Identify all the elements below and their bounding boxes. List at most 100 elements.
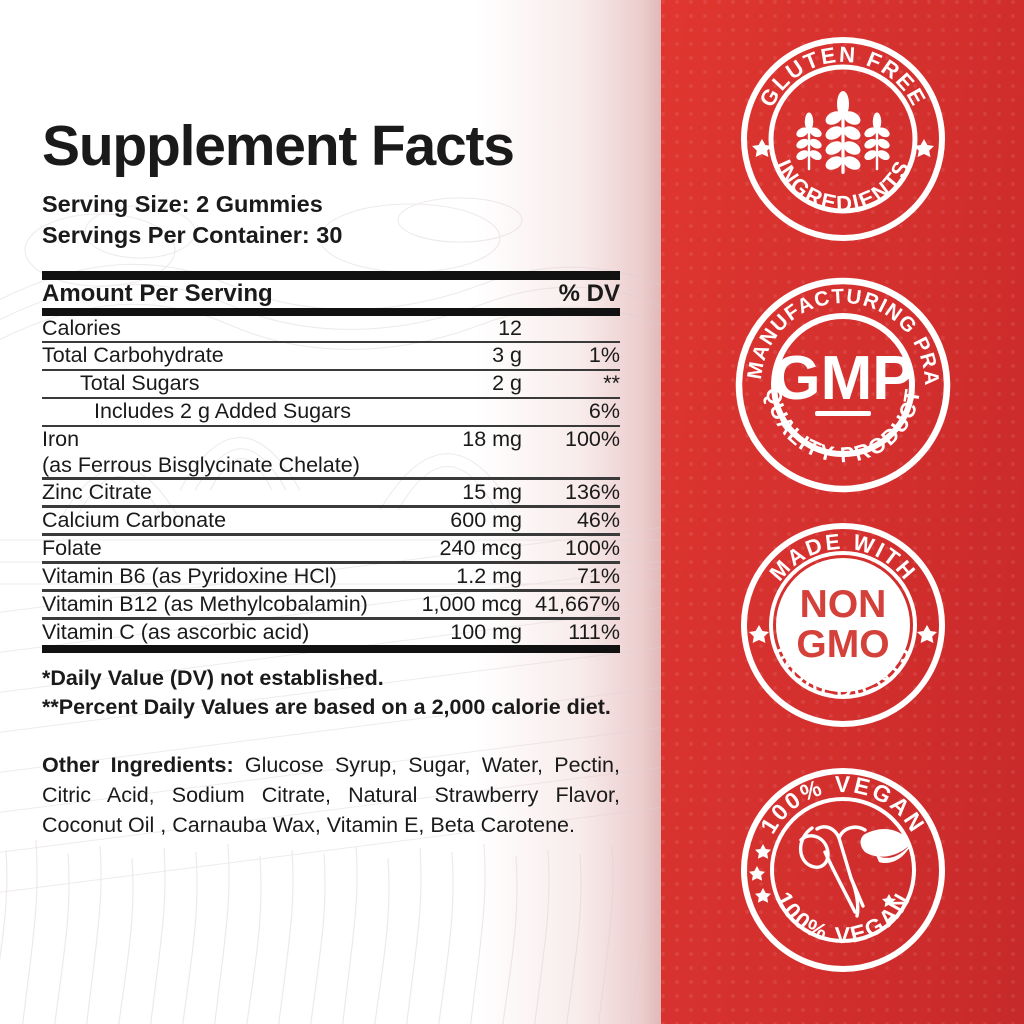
footnote-dv-not-established: *Daily Value (DV) not established.: [42, 666, 384, 691]
table-row: Vitamin B12 (as Methylcobalamin) 1,000 mc…: [42, 592, 620, 617]
footnotes: *Daily Value (DV) not established. **Per…: [42, 664, 620, 721]
badge-gluten-free: GLUTEN FREE INGREDIENTS: [738, 34, 948, 244]
divider-bottom-thick: [42, 645, 620, 654]
row-amount: 18 mg: [462, 427, 522, 452]
row-amount: 1,000 mcg: [421, 591, 522, 616]
row-amount: 1.2 mg: [456, 563, 522, 588]
row-name-main: Vitamin B6 (as Pyridoxine HCl): [42, 563, 337, 588]
badge-vegan-bottom-text: 100% VEGAN: [770, 887, 915, 948]
row-dv: 136%: [565, 479, 620, 504]
other-ingredients: Other Ingredients: Glucose Syrup, Sugar,…: [42, 751, 620, 840]
row-divider: [42, 424, 620, 428]
row-name: Vitamin B12 (as Methylcobalamin): [42, 592, 394, 617]
row-dv: 6%: [588, 399, 620, 424]
wheat-icon: [751, 91, 934, 174]
badge-non-gmo: MADE WITH INGREDIENTS NON GMO: [739, 521, 947, 729]
badge-gmp-center-text: GMP: [772, 344, 913, 413]
row-name: Folate: [42, 536, 394, 561]
row-name: Includes 2 g Added Sugars: [42, 399, 394, 424]
row-divider: [42, 505, 620, 508]
row-dv: 41,667%: [535, 591, 620, 616]
dv-header: % DV: [558, 279, 620, 307]
badge-vegan-top-text: 100% VEGAN: [754, 771, 930, 838]
table-header-row: Amount Per Serving % DV: [42, 280, 620, 308]
gmp-icon: GMP: [772, 344, 913, 416]
row-dv: **: [603, 371, 620, 396]
row-dv: [522, 316, 620, 341]
row-dv: 1%: [588, 343, 620, 368]
badge-nongmo-center-line1: NON: [799, 583, 886, 626]
table-row: Total Sugars 2 g **: [42, 371, 620, 396]
badge-vegan: 100% VEGAN 100% VEGAN: [739, 766, 947, 974]
serving-size: Serving Size: 2 Gummies: [42, 191, 323, 217]
row-divider: [42, 589, 620, 592]
star-icon: [751, 139, 934, 157]
nutrition-table: Amount Per Serving % DV: [42, 280, 620, 308]
badge-gmp: GOOD MANUFACTURING PRACTICE QUALITY PROD…: [735, 277, 951, 493]
row-divider: [42, 617, 620, 620]
divider-header-bottom: [42, 307, 620, 316]
table-row: Includes 2 g Added Sugars 6%: [42, 399, 620, 424]
page-title: Supplement Facts: [42, 114, 515, 178]
row-divider: [42, 561, 620, 564]
row-name-main: Calcium Carbonate: [42, 507, 227, 532]
vegan-leaf-icon: [798, 825, 867, 918]
row-name-main: Iron: [42, 427, 80, 452]
table-row: Total Carbohydrate 3 g 1%: [42, 343, 620, 368]
row-amount: [394, 399, 522, 424]
badge-nongmo-center-line2: GMO: [796, 623, 889, 666]
table-row: Zinc Citrate 15 mg 136%: [42, 480, 620, 505]
row-dv: 100%: [565, 427, 620, 452]
row-name-main: Calories: [42, 315, 121, 340]
row-dv: 100%: [565, 535, 620, 560]
row-dv: 46%: [576, 507, 620, 532]
row-divider: [42, 477, 620, 480]
row-name-main: Vitamin B12 (as Methylcobalamin): [42, 591, 368, 616]
row-dv: 71%: [576, 563, 620, 588]
row-name: Zinc Citrate: [42, 480, 394, 505]
table-row: Folate 240 mcg 100%: [42, 536, 620, 561]
row-name-main: Total Sugars: [80, 371, 200, 396]
serving-info: Serving Size: 2 Gummies Servings Per Con…: [42, 189, 620, 252]
row-amount: 3 g: [492, 343, 522, 368]
other-ingredients-label: Other Ingredients:: [42, 753, 234, 778]
row-name: Total Carbohydrate: [42, 343, 394, 368]
row-dv: 111%: [568, 619, 620, 644]
non-gmo-icon: NON GMO: [796, 583, 889, 666]
row-name: Vitamin C (as ascorbic acid): [42, 620, 394, 645]
row-name-main: Includes 2 g Added Sugars: [94, 399, 351, 424]
star-icon: [748, 844, 896, 907]
row-amount: 240 mcg: [439, 535, 522, 560]
row-divider: [42, 340, 620, 344]
row-amount: 2 g: [492, 371, 522, 396]
table-row: Calories 12: [42, 316, 620, 341]
servings-per-container: Servings Per Container: 30: [42, 222, 343, 249]
row-name-main: Total Carbohydrate: [42, 343, 224, 368]
row-name: Calories: [42, 316, 394, 341]
other-ingredients-text: Glucose Syrup, Sugar, Water, Pectin, Cit…: [42, 753, 620, 837]
row-name: Total Sugars: [42, 371, 394, 396]
row-divider: [42, 396, 620, 400]
row-amount: 12: [498, 315, 522, 340]
table-row: Iron (as Ferrous Bisglycinate Chelate) 18 …: [42, 427, 620, 477]
row-name: Calcium Carbonate: [42, 508, 394, 533]
table-row: Vitamin C (as ascorbic acid) 100 mg 111%: [42, 620, 620, 645]
row-divider: [42, 533, 620, 536]
row-name-main: Zinc Citrate: [42, 479, 152, 504]
certification-badges-panel: GLUTEN FREE INGREDIENTS: [661, 0, 1024, 1024]
row-amount: 600 mg: [450, 507, 522, 532]
nutrition-rows: Calories 12 Total Carbohydrate 3 g 1% Total S…: [42, 316, 620, 646]
vegan-leaf-blade-icon: [860, 829, 911, 864]
table-row: Vitamin B6 (as Pyridoxine HCl) 1.2 mg 71%: [42, 564, 620, 589]
table-row: Calcium Carbonate 600 mg 46%: [42, 508, 620, 533]
row-name: Vitamin B6 (as Pyridoxine HCl): [42, 564, 394, 589]
row-name-subtext: (as Ferrous Bisglycinate Chelate): [42, 452, 360, 477]
footnote-percent-dv: **Percent Daily Values are based on a 2,…: [42, 694, 611, 719]
star-icon: [748, 625, 937, 643]
row-name-main: Folate: [42, 535, 102, 560]
row-name: Iron (as Ferrous Bisglycinate Chelate): [42, 427, 394, 477]
row-divider: [42, 368, 620, 372]
divider-top-thick: [42, 270, 620, 280]
amount-per-serving-header: Amount Per Serving: [42, 279, 273, 307]
